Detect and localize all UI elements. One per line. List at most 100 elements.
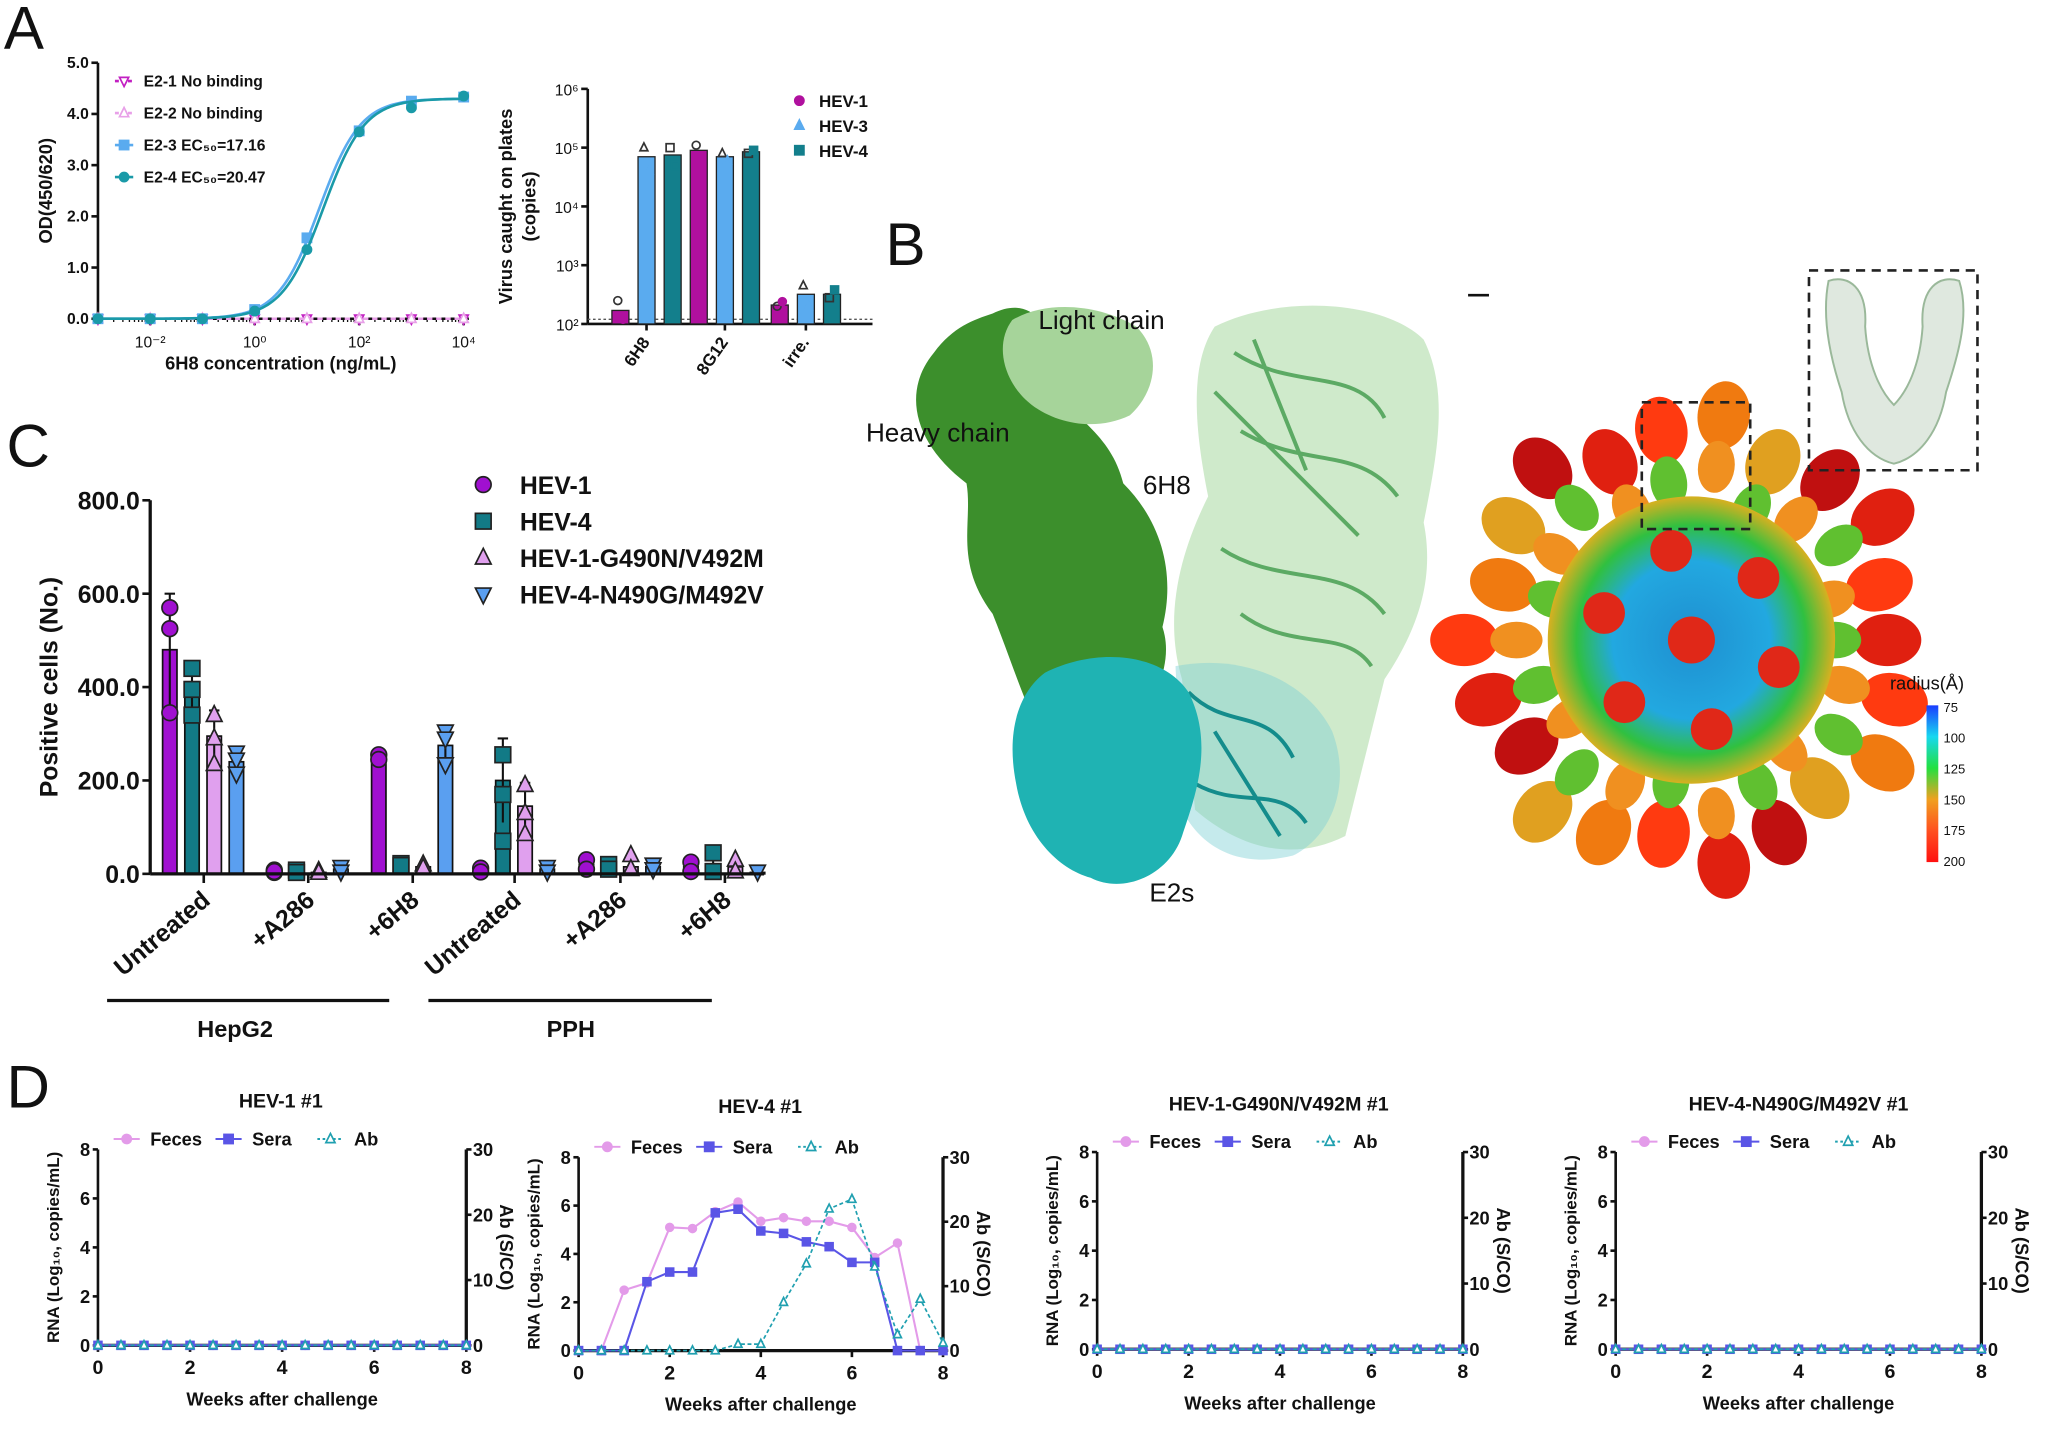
x-tick-label: 0 bbox=[573, 1362, 584, 1384]
legend-label: Ab bbox=[1353, 1131, 1377, 1152]
data-point bbox=[368, 1338, 380, 1350]
data-point bbox=[204, 727, 224, 746]
y2-tick-label: 20 bbox=[473, 1204, 493, 1225]
data-point bbox=[370, 750, 388, 769]
data-point bbox=[915, 1345, 926, 1356]
data-point bbox=[391, 1338, 403, 1350]
legend-marker bbox=[1120, 1136, 1132, 1148]
y-tick-label: 2 bbox=[1598, 1290, 1608, 1311]
data-point bbox=[670, 160, 681, 171]
y-tick-label: 0.0 bbox=[105, 862, 139, 889]
bar-HEV-4 bbox=[741, 151, 761, 325]
data-point bbox=[1183, 1342, 1194, 1354]
data-point bbox=[847, 1222, 857, 1233]
colorbar-tick-label: 125 bbox=[1944, 762, 1966, 777]
bar-HEV-3 bbox=[715, 156, 735, 325]
legend-label: Ab bbox=[1872, 1131, 1896, 1152]
data-point bbox=[797, 278, 809, 290]
legend-marker bbox=[118, 171, 130, 183]
data-point bbox=[914, 1292, 926, 1304]
panel-label-c: C bbox=[7, 412, 50, 479]
data-point bbox=[696, 151, 707, 162]
legend-label: Feces bbox=[150, 1129, 202, 1150]
x-tick-label: 10⁰ bbox=[243, 334, 267, 351]
label-light-chain: Light chain bbox=[1038, 305, 1164, 335]
y-tick-label: 4.0 bbox=[67, 106, 89, 123]
data-point bbox=[829, 285, 840, 295]
data-point bbox=[161, 599, 179, 617]
capsid-spike-base bbox=[1512, 665, 1565, 704]
y-tick-label: 4 bbox=[80, 1237, 91, 1258]
x-axis-label: Weeks after challenge bbox=[1184, 1392, 1376, 1413]
legend-marker bbox=[474, 512, 492, 530]
legend-marker bbox=[1842, 1134, 1855, 1147]
legend-label: HEV-4 bbox=[819, 142, 869, 161]
data-point bbox=[892, 1345, 903, 1356]
data-point bbox=[92, 1338, 104, 1350]
y-axis-label: RNA (Log₁₀, copies/mL) bbox=[44, 1152, 63, 1343]
data-point bbox=[641, 1343, 653, 1355]
y-axis-label: Virus caught on plates bbox=[495, 109, 516, 305]
data-point bbox=[1137, 1342, 1149, 1354]
y-tick-label: 0.0 bbox=[67, 311, 89, 328]
data-point bbox=[405, 311, 418, 324]
legend-label: Feces bbox=[1149, 1131, 1201, 1152]
legend-label: HEV-4 bbox=[520, 509, 592, 536]
data-point bbox=[1206, 1342, 1217, 1354]
y2-axis-label: Ab (S/CO) bbox=[2011, 1208, 2032, 1294]
data-point bbox=[1434, 1342, 1446, 1354]
colorbar-tick-label: 75 bbox=[1944, 700, 1959, 715]
x-tick-label: 4 bbox=[1793, 1361, 1804, 1383]
legend-label: E2-4 EC₅₀=20.47 bbox=[144, 169, 266, 186]
capsid-inner-spike bbox=[1603, 681, 1646, 724]
data-point bbox=[778, 1228, 789, 1239]
data-point bbox=[801, 1237, 812, 1247]
data-point bbox=[161, 1338, 173, 1350]
x-tick-label: 2 bbox=[664, 1362, 675, 1384]
data-point bbox=[436, 731, 455, 750]
data-point bbox=[92, 313, 104, 325]
data-point bbox=[1724, 1342, 1736, 1354]
data-point bbox=[1838, 1342, 1850, 1354]
legend-marker bbox=[805, 1139, 818, 1152]
capsid-inner-spike bbox=[1583, 592, 1625, 634]
data-point bbox=[1701, 1342, 1713, 1354]
light-chain-surface bbox=[1002, 306, 1153, 425]
y-tick-label: 2 bbox=[561, 1292, 571, 1313]
y2-tick-label: 0 bbox=[1988, 1339, 1998, 1360]
y-tick-label: 6 bbox=[1079, 1191, 1089, 1212]
legend-marker bbox=[118, 76, 131, 89]
capsid-spike-base bbox=[1818, 665, 1870, 704]
y2-tick-label: 0 bbox=[1469, 1339, 1479, 1360]
data-point bbox=[937, 1336, 949, 1347]
data-point bbox=[197, 313, 208, 325]
x-tick-label: 0 bbox=[93, 1357, 104, 1379]
data-point bbox=[704, 844, 722, 862]
data-point bbox=[1160, 1342, 1172, 1354]
capsid-spike bbox=[1455, 672, 1522, 727]
data-point bbox=[1366, 1342, 1377, 1354]
x-tick-label: 0 bbox=[1092, 1361, 1103, 1383]
colorbar-tick-label: 175 bbox=[1944, 823, 1966, 838]
data-point bbox=[755, 1337, 767, 1349]
y-tick-label: 8 bbox=[1079, 1142, 1089, 1163]
legend-marker bbox=[474, 546, 493, 565]
chart-title: HEV-1 #1 bbox=[239, 1091, 323, 1113]
capsid-spike bbox=[1637, 800, 1690, 868]
data-point bbox=[618, 1343, 630, 1355]
zoom-inset-box bbox=[1807, 269, 1979, 472]
y-tick-label: 200.0 bbox=[78, 769, 140, 796]
data-point bbox=[392, 856, 410, 875]
structure-panel-b: Light chain Heavy chain 6H8 E2s radius(Å… bbox=[866, 269, 1979, 907]
antibody-cartoon-strands bbox=[1213, 338, 1400, 668]
data-point bbox=[687, 1267, 698, 1277]
y-tick-label: 10⁴ bbox=[554, 200, 578, 217]
data-point bbox=[732, 1337, 744, 1349]
legend-label: E2-1 No binding bbox=[144, 73, 263, 90]
x-tick-label: 4 bbox=[1275, 1361, 1286, 1383]
data-point bbox=[682, 862, 700, 881]
